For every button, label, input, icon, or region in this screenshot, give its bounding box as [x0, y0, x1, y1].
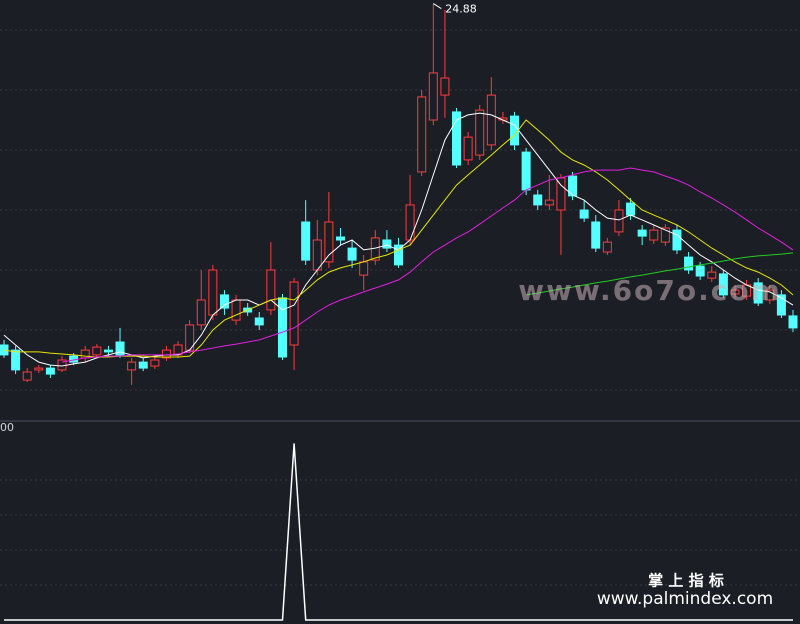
candle-body — [359, 261, 369, 276]
candle-body — [707, 271, 717, 279]
candle-body — [277, 297, 287, 358]
candle-body — [231, 299, 241, 321]
candle-body — [405, 204, 415, 241]
candle-body — [254, 317, 264, 326]
candle-body — [394, 244, 403, 266]
candle-body — [335, 236, 345, 241]
candle-body — [556, 177, 566, 211]
candle-body — [417, 96, 427, 173]
candle-body — [11, 349, 21, 371]
candle-body — [614, 209, 624, 233]
candle-body — [718, 273, 728, 296]
candle-body — [196, 299, 206, 326]
indicator-line — [4, 443, 793, 621]
annotation: 24.88 — [445, 3, 477, 16]
candle-body — [219, 294, 229, 309]
candle-body — [602, 241, 612, 253]
annotation-arrow — [433, 3, 442, 10]
candle-body — [382, 239, 392, 249]
candle-body — [579, 209, 589, 219]
candle-body — [591, 221, 601, 249]
candle-body — [0, 344, 9, 356]
candle-body — [208, 269, 218, 316]
candle-body — [103, 349, 113, 353]
candle-body — [776, 294, 786, 316]
candle-body — [22, 371, 32, 381]
candle-body — [765, 289, 775, 301]
brand: 掌 上 指 标 — [648, 572, 724, 590]
moving-average — [3, 119, 794, 358]
candle-body — [684, 256, 694, 271]
plot: 24.88 00 — [0, 3, 800, 621]
candle-body — [45, 367, 55, 375]
candle-body — [301, 221, 311, 261]
lower-grid — [0, 479, 800, 586]
candle-body — [486, 94, 496, 146]
candle-body — [568, 175, 578, 197]
y-tick-label: 00 — [0, 421, 14, 434]
candle-body — [428, 72, 438, 121]
candle-body — [347, 247, 357, 261]
brand-url: www.palmindex.com — [597, 589, 773, 609]
candle-body — [475, 109, 485, 156]
candle-body — [266, 269, 276, 311]
candle-body — [92, 346, 102, 356]
candle-body — [672, 229, 682, 251]
watermark: www.6o7o.com — [518, 274, 782, 307]
candle-body — [637, 229, 647, 237]
candle-body — [544, 199, 554, 206]
candle-body — [510, 115, 520, 146]
candle-body — [127, 361, 137, 371]
candle-body — [730, 289, 740, 295]
candle-body — [452, 111, 462, 166]
candle-body — [150, 359, 160, 367]
candle-body — [312, 239, 322, 271]
candle-body — [521, 151, 531, 191]
candle-body — [753, 282, 763, 304]
candle-body — [161, 349, 171, 359]
candle-body — [34, 367, 44, 371]
candle-body — [138, 361, 148, 369]
candle-body — [695, 265, 705, 277]
candle-body — [649, 229, 659, 241]
candle-body — [533, 194, 543, 206]
candle-body — [788, 315, 798, 329]
candle-body — [324, 221, 334, 263]
moving-average — [61, 167, 794, 363]
candle-body — [289, 281, 299, 346]
candle-body — [463, 136, 473, 161]
candle-body — [115, 341, 125, 356]
candle-body — [626, 202, 636, 216]
candle-body — [660, 227, 670, 243]
candle-body — [440, 77, 450, 96]
moving-average — [526, 252, 794, 296]
